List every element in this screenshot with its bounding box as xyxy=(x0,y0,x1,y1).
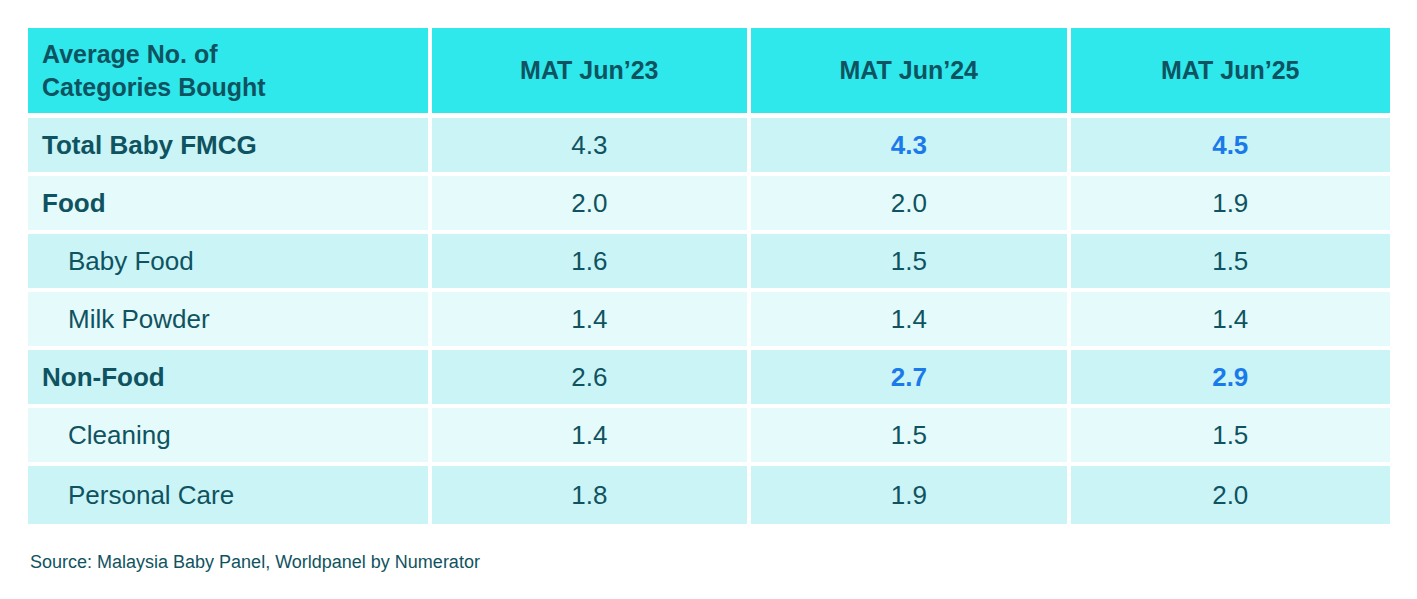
value-cell: 1.4 xyxy=(1071,292,1390,350)
table-row-milk-powder: Milk Powder 1.4 1.4 1.4 xyxy=(28,292,1390,350)
table-header: Average No. of Categories Bought MAT Jun… xyxy=(28,28,1390,118)
value-cell: 1.8 xyxy=(432,466,751,524)
row-label: Cleaning xyxy=(28,408,432,466)
table-body: Total Baby FMCG 4.3 4.3 4.5 Food 2.0 2.0… xyxy=(28,118,1390,524)
table-row-personal-care: Personal Care 1.8 1.9 2.0 xyxy=(28,466,1390,524)
table-row-food: Food 2.0 2.0 1.9 xyxy=(28,176,1390,234)
value-cell: 1.9 xyxy=(751,466,1070,524)
value-cell: 1.9 xyxy=(1071,176,1390,234)
source-attribution: Source: Malaysia Baby Panel, Worldpanel … xyxy=(30,552,1389,573)
value-cell: 2.6 xyxy=(432,350,751,408)
table-title-cell: Average No. of Categories Bought xyxy=(28,28,432,118)
value-cell: 2.0 xyxy=(1071,466,1390,524)
value-cell: 1.4 xyxy=(751,292,1070,350)
header-row: Average No. of Categories Bought MAT Jun… xyxy=(28,28,1390,118)
row-label: Food xyxy=(28,176,432,234)
column-header-mat-jun25: MAT Jun’25 xyxy=(1071,28,1390,118)
table-row-cleaning: Cleaning 1.4 1.5 1.5 xyxy=(28,408,1390,466)
value-cell-highlighted: 4.3 xyxy=(751,118,1070,176)
value-cell: 2.0 xyxy=(432,176,751,234)
value-cell: 4.3 xyxy=(432,118,751,176)
page: Average No. of Categories Bought MAT Jun… xyxy=(0,0,1417,599)
value-cell-highlighted: 2.7 xyxy=(751,350,1070,408)
categories-bought-table: Average No. of Categories Bought MAT Jun… xyxy=(28,28,1390,524)
value-cell: 1.4 xyxy=(432,408,751,466)
table-row-baby-food: Baby Food 1.6 1.5 1.5 xyxy=(28,234,1390,292)
value-cell: 1.5 xyxy=(1071,234,1390,292)
row-label: Milk Powder xyxy=(28,292,432,350)
row-label: Personal Care xyxy=(28,466,432,524)
value-cell-highlighted: 2.9 xyxy=(1071,350,1390,408)
row-label: Non-Food xyxy=(28,350,432,408)
column-header-mat-jun24: MAT Jun’24 xyxy=(751,28,1070,118)
column-header-mat-jun23: MAT Jun’23 xyxy=(432,28,751,118)
value-cell: 1.4 xyxy=(432,292,751,350)
value-cell: 2.0 xyxy=(751,176,1070,234)
value-cell: 1.5 xyxy=(751,408,1070,466)
value-cell: 1.5 xyxy=(1071,408,1390,466)
table-title: Average No. of Categories Bought xyxy=(42,38,312,104)
value-cell: 1.5 xyxy=(751,234,1070,292)
table-row-total-baby-fmcg: Total Baby FMCG 4.3 4.3 4.5 xyxy=(28,118,1390,176)
table-row-non-food: Non-Food 2.6 2.7 2.9 xyxy=(28,350,1390,408)
row-label: Baby Food xyxy=(28,234,432,292)
value-cell: 1.6 xyxy=(432,234,751,292)
row-label: Total Baby FMCG xyxy=(28,118,432,176)
value-cell-highlighted: 4.5 xyxy=(1071,118,1390,176)
